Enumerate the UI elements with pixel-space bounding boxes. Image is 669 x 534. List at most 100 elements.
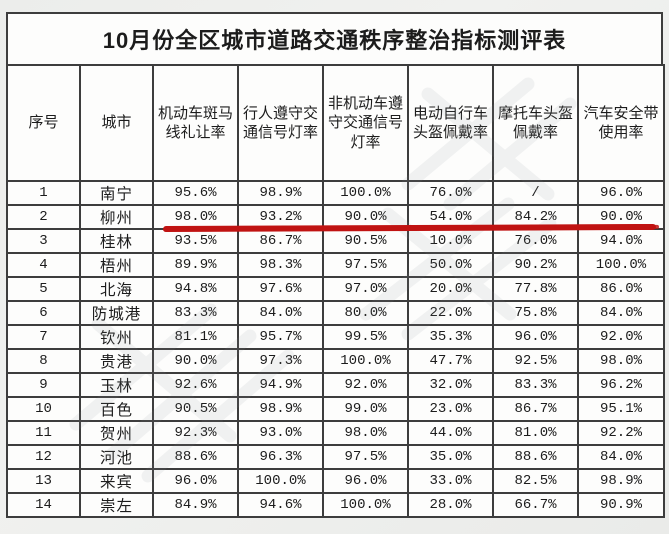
rate-value-cell: 100.0% bbox=[322, 348, 409, 374]
row-number-cell: 10 bbox=[6, 396, 81, 422]
rate-value-cell: 92.2% bbox=[577, 420, 665, 446]
rate-value-cell: 35.3% bbox=[407, 324, 494, 350]
city-name-cell: 钦州 bbox=[79, 324, 154, 350]
column-header: 序号 bbox=[6, 64, 81, 182]
rate-value-cell: 84.0% bbox=[237, 300, 324, 326]
city-name-cell: 桂林 bbox=[79, 228, 154, 254]
rate-value-cell: 20.0% bbox=[407, 276, 494, 302]
rate-value-cell: / bbox=[492, 180, 579, 206]
column-header: 行人遵守交通信号灯率 bbox=[237, 64, 324, 182]
rate-value-cell: 88.6% bbox=[492, 444, 579, 470]
header-row: 序号 城市 机动车斑马线礼让率 行人遵守交通信号灯率 非机动车遵守交通信号灯率 电动自行车… bbox=[6, 64, 665, 182]
evaluation-table: 序号 城市 机动车斑马线礼让率 行人遵守交通信号灯率 非机动车遵守交通信号灯率 电动自行车… bbox=[6, 64, 665, 518]
table-row: 12 河池 88.6% 96.3% 97.5% 35.0% 88.6% 84.0% bbox=[6, 444, 665, 470]
rate-value-cell: 98.0% bbox=[322, 420, 409, 446]
rate-value-cell: 98.0% bbox=[577, 348, 665, 374]
rate-value-cell: 97.5% bbox=[322, 252, 409, 278]
table-row: 8 贵港 90.0% 97.3% 100.0% 47.7% 92.5% 98.0% bbox=[6, 348, 665, 374]
rate-value-cell: 92.6% bbox=[152, 372, 239, 398]
row-number-cell: 5 bbox=[6, 276, 81, 302]
row-number-cell: 4 bbox=[6, 252, 81, 278]
rate-value-cell: 99.5% bbox=[322, 324, 409, 350]
rate-value-cell: 81.0% bbox=[492, 420, 579, 446]
row-number-cell: 9 bbox=[6, 372, 81, 398]
row-number-cell: 8 bbox=[6, 348, 81, 374]
table-row: 3 桂林 93.5% 86.7% 90.5% 10.0% 76.0% 94.0% bbox=[6, 228, 665, 254]
column-header: 电动自行车头盔佩戴率 bbox=[407, 64, 494, 182]
row-number-cell: 7 bbox=[6, 324, 81, 350]
rate-value-cell: 92.0% bbox=[322, 372, 409, 398]
table-row: 7 钦州 81.1% 95.7% 99.5% 35.3% 96.0% 92.0% bbox=[6, 324, 665, 350]
rate-value-cell: 47.7% bbox=[407, 348, 494, 374]
rate-value-cell: 90.9% bbox=[577, 492, 665, 518]
rate-value-cell: 90.5% bbox=[152, 396, 239, 422]
rate-value-cell: 97.3% bbox=[237, 348, 324, 374]
table-row: 11 贺州 92.3% 93.0% 98.0% 44.0% 81.0% 92.2% bbox=[6, 420, 665, 446]
rate-value-cell: 86.7% bbox=[237, 228, 324, 254]
rate-value-cell: 92.0% bbox=[577, 324, 665, 350]
column-header: 机动车斑马线礼让率 bbox=[152, 64, 239, 182]
column-header: 汽车安全带使用率 bbox=[577, 64, 665, 182]
row-number-cell: 1 bbox=[6, 180, 81, 206]
rate-value-cell: 83.3% bbox=[152, 300, 239, 326]
rate-value-cell: 66.7% bbox=[492, 492, 579, 518]
city-name-cell: 玉林 bbox=[79, 372, 154, 398]
rate-value-cell: 76.0% bbox=[407, 180, 494, 206]
table-row: 9 玉林 92.6% 94.9% 92.0% 32.0% 83.3% 96.2% bbox=[6, 372, 665, 398]
evaluation-sheet: 10月份全区城市道路交通秩序整治指标测评表 序号 城市 机动车斑马线礼让率 行人遵守交… bbox=[6, 12, 665, 518]
rate-value-cell: 35.0% bbox=[407, 444, 494, 470]
rate-value-cell: 100.0% bbox=[322, 180, 409, 206]
row-number-cell: 12 bbox=[6, 444, 81, 470]
rate-value-cell: 94.8% bbox=[152, 276, 239, 302]
rate-value-cell: 100.0% bbox=[237, 468, 324, 494]
rate-value-cell: 98.9% bbox=[237, 396, 324, 422]
column-header: 城市 bbox=[79, 64, 154, 182]
rate-value-cell: 84.0% bbox=[577, 444, 665, 470]
row-number-cell: 6 bbox=[6, 300, 81, 326]
rate-value-cell: 95.7% bbox=[237, 324, 324, 350]
rate-value-cell: 92.3% bbox=[152, 420, 239, 446]
rate-value-cell: 96.0% bbox=[577, 180, 665, 206]
rate-value-cell: 98.9% bbox=[237, 180, 324, 206]
rate-value-cell: 99.0% bbox=[322, 396, 409, 422]
rate-value-cell: 96.0% bbox=[322, 468, 409, 494]
city-name-cell: 防城港 bbox=[79, 300, 154, 326]
rate-value-cell: 33.0% bbox=[407, 468, 494, 494]
rate-value-cell: 95.6% bbox=[152, 180, 239, 206]
rate-value-cell: 76.0% bbox=[492, 228, 579, 254]
rate-value-cell: 100.0% bbox=[577, 252, 665, 278]
rate-value-cell: 94.0% bbox=[577, 228, 665, 254]
rate-value-cell: 22.0% bbox=[407, 300, 494, 326]
city-name-cell: 百色 bbox=[79, 396, 154, 422]
rate-value-cell: 23.0% bbox=[407, 396, 494, 422]
rate-value-cell: 90.5% bbox=[322, 228, 409, 254]
rate-value-cell: 96.2% bbox=[577, 372, 665, 398]
rate-value-cell: 97.5% bbox=[322, 444, 409, 470]
city-name-cell: 南宁 bbox=[79, 180, 154, 206]
city-name-cell: 梧州 bbox=[79, 252, 154, 278]
rate-value-cell: 86.7% bbox=[492, 396, 579, 422]
rate-value-cell: 89.9% bbox=[152, 252, 239, 278]
rate-value-cell: 82.5% bbox=[492, 468, 579, 494]
city-name-cell: 柳州 bbox=[79, 204, 154, 230]
column-header: 非机动车遵守交通信号灯率 bbox=[322, 64, 409, 182]
city-name-cell: 北海 bbox=[79, 276, 154, 302]
rate-value-cell: 93.5% bbox=[152, 228, 239, 254]
rate-value-cell: 10.0% bbox=[407, 228, 494, 254]
rate-value-cell: 93.0% bbox=[237, 420, 324, 446]
table-row: 5 北海 94.8% 97.6% 97.0% 20.0% 77.8% 86.0% bbox=[6, 276, 665, 302]
table-row: 10 百色 90.5% 98.9% 99.0% 23.0% 86.7% 95.1% bbox=[6, 396, 665, 422]
table-row: 13 来宾 96.0% 100.0% 96.0% 33.0% 82.5% 98.9% bbox=[6, 468, 665, 494]
rate-value-cell: 95.1% bbox=[577, 396, 665, 422]
rate-value-cell: 98.3% bbox=[237, 252, 324, 278]
city-name-cell: 河池 bbox=[79, 444, 154, 470]
table-row: 4 梧州 89.9% 98.3% 97.5% 50.0% 90.2% 100.0% bbox=[6, 252, 665, 278]
rate-value-cell: 50.0% bbox=[407, 252, 494, 278]
row-number-cell: 2 bbox=[6, 204, 81, 230]
rate-value-cell: 97.0% bbox=[322, 276, 409, 302]
table-row: 14 崇左 84.9% 94.6% 100.0% 28.0% 66.7% 90.9% bbox=[6, 492, 665, 518]
rate-value-cell: 80.0% bbox=[322, 300, 409, 326]
table-title: 10月份全区城市道路交通秩序整治指标测评表 bbox=[6, 12, 663, 64]
rate-value-cell: 96.0% bbox=[152, 468, 239, 494]
